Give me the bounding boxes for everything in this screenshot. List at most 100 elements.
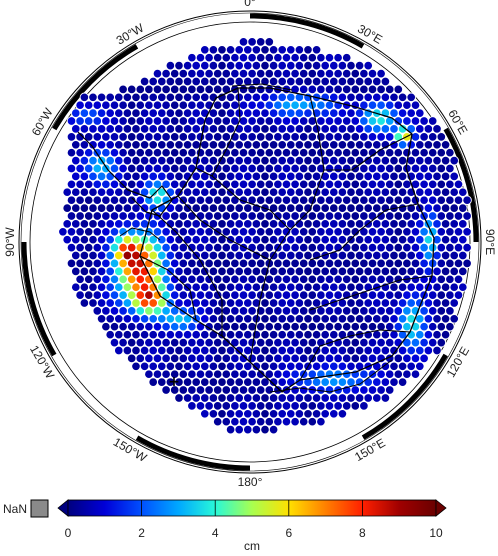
mass-change-dot xyxy=(169,258,180,269)
mass-change-dot xyxy=(157,377,167,387)
mass-change-dot xyxy=(200,282,210,292)
mass-change-dot xyxy=(152,163,163,174)
mass-change-dot xyxy=(286,155,296,166)
mass-change-dot xyxy=(126,179,137,190)
mass-change-dot xyxy=(174,250,184,261)
mass-change-dot xyxy=(131,250,141,261)
mass-change-dot xyxy=(294,282,305,292)
mass-change-dot xyxy=(389,314,399,324)
location-marker: + xyxy=(168,374,180,390)
mass-change-dot xyxy=(303,314,313,324)
mass-change-dot xyxy=(359,401,369,411)
mass-change-dot xyxy=(260,92,270,103)
mass-change-dot xyxy=(453,242,464,253)
mass-change-dot xyxy=(234,361,244,372)
mass-change-dot xyxy=(148,266,158,277)
mass-change-dot xyxy=(264,416,275,427)
mass-change-dot xyxy=(402,227,412,237)
mass-change-dot xyxy=(346,60,356,71)
mass-change-dot xyxy=(105,298,115,308)
mass-change-dot xyxy=(105,187,115,197)
mass-change-dot xyxy=(427,116,438,126)
mass-change-dot xyxy=(298,52,309,63)
mass-change-dot xyxy=(238,258,249,269)
mass-change-dot xyxy=(393,100,404,110)
mass-change-dot xyxy=(260,219,270,229)
mass-change-dot xyxy=(221,52,232,63)
mass-change-dot xyxy=(66,132,77,142)
mass-change-dot xyxy=(380,92,391,103)
colorbar-right-arrow xyxy=(435,499,447,517)
mass-change-dot xyxy=(221,132,232,142)
mass-change-dot xyxy=(126,353,137,364)
mass-change-dot xyxy=(273,385,283,395)
mass-change-dot xyxy=(307,258,318,269)
mass-change-dot xyxy=(178,163,189,174)
mass-change-dot xyxy=(212,147,223,158)
mass-change-dot xyxy=(88,155,98,166)
mass-change-dot xyxy=(440,314,451,324)
mass-change-dot xyxy=(329,108,339,118)
mass-change-dot xyxy=(281,163,292,174)
mass-change-dot xyxy=(217,409,227,419)
mass-change-dot xyxy=(144,116,154,126)
mass-change-dot xyxy=(346,171,356,182)
mass-change-dot xyxy=(324,401,335,411)
mass-change-dot xyxy=(251,361,262,372)
mass-change-dot xyxy=(234,345,244,356)
mass-change-dot xyxy=(419,179,429,190)
mass-change-dot xyxy=(311,361,322,372)
mass-change-dot xyxy=(273,116,283,126)
mass-change-dot xyxy=(393,306,404,316)
mass-change-dot xyxy=(337,345,348,356)
outline-path xyxy=(177,195,271,261)
mass-change-dot xyxy=(221,116,232,126)
mass-change-dot xyxy=(260,155,270,166)
mass-change-dot xyxy=(268,187,279,197)
mass-change-dot xyxy=(144,132,154,142)
mass-change-dot xyxy=(157,171,167,182)
mass-change-dot xyxy=(445,258,455,269)
mass-change-dot xyxy=(88,282,98,292)
mass-change-dot xyxy=(432,298,442,308)
mass-change-dot xyxy=(243,409,253,419)
mass-change-dot xyxy=(264,337,275,348)
mass-change-dot xyxy=(419,147,429,158)
mass-change-dot xyxy=(316,84,326,95)
mass-change-dot xyxy=(320,266,330,277)
mass-change-dot xyxy=(105,140,115,150)
mass-change-dot xyxy=(427,211,438,221)
mass-change-dot xyxy=(410,369,421,379)
mass-change-dot xyxy=(277,361,287,372)
mass-change-dot xyxy=(363,345,373,356)
mass-change-dot xyxy=(105,314,115,324)
mass-change-dot xyxy=(101,179,111,190)
mass-change-dot xyxy=(200,187,210,197)
mass-change-dot xyxy=(88,171,98,182)
mass-change-dot xyxy=(363,187,373,197)
mass-change-dot xyxy=(350,242,361,253)
mass-change-dot xyxy=(294,45,305,55)
mass-change-dot xyxy=(462,258,472,269)
mass-change-dot xyxy=(277,60,287,71)
mass-change-dot xyxy=(367,179,378,190)
mass-change-dot xyxy=(298,401,309,411)
mass-change-dot xyxy=(157,92,167,103)
mass-change-dot xyxy=(406,361,416,372)
mass-change-dot xyxy=(324,52,335,63)
mass-change-dot xyxy=(384,163,395,174)
mass-change-dot xyxy=(225,314,236,324)
mass-change-dot xyxy=(372,219,382,229)
mass-change-dot xyxy=(83,100,94,110)
mass-change-dot xyxy=(354,171,365,182)
mass-change-dot xyxy=(225,45,236,55)
mass-change-dot xyxy=(182,124,193,134)
mass-change-dot xyxy=(204,242,214,253)
mass-change-dot xyxy=(225,108,236,118)
mass-change-dot xyxy=(131,108,141,118)
mass-change-dot xyxy=(286,361,296,372)
mass-change-dot xyxy=(247,369,257,379)
mass-change-dot xyxy=(71,155,81,166)
mass-change-dot xyxy=(178,290,189,300)
mass-change-dot xyxy=(268,393,279,403)
